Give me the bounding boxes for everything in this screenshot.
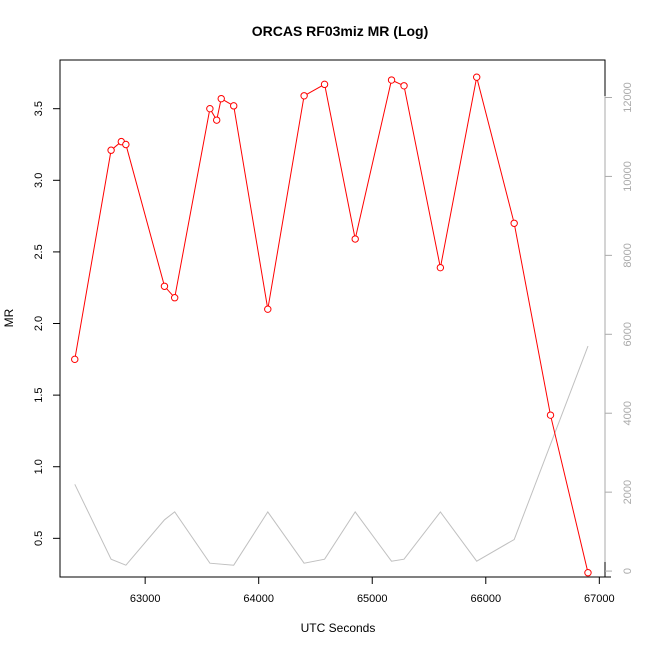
x-tick-label: 66000 — [470, 593, 501, 605]
y-axis: 0.5 1.0 1.5 2.0 2.5 3.0 3.5 — [33, 101, 61, 546]
mr-data-point — [300, 92, 308, 100]
mr-data-point — [230, 102, 238, 110]
x-axis-label: UTC Seconds — [301, 621, 376, 635]
mr-data-point — [217, 94, 225, 103]
right-y-tick-label: 10000 — [622, 161, 634, 192]
y-tick-label: 1.5 — [33, 387, 45, 402]
y-tick-label: 3.5 — [33, 101, 45, 116]
right-y-tick-label: 6000 — [622, 322, 634, 346]
x-tick-label: 65000 — [357, 593, 388, 605]
mr-series-line — [74, 77, 589, 573]
series-layer — [71, 73, 592, 577]
mr-data-point — [107, 146, 115, 154]
mr-data-point — [584, 569, 592, 577]
mr-data-point — [71, 355, 79, 364]
y-tick-label: 2.5 — [33, 244, 45, 259]
y-tick-label: 3.0 — [33, 173, 45, 188]
right-y-tick-label: 4000 — [622, 401, 634, 425]
mr-data-point — [510, 219, 518, 227]
y-tick-label: 1.0 — [33, 459, 45, 474]
mr-data-point — [320, 80, 329, 89]
mr-data-point — [264, 305, 272, 313]
right-y-tick-label: 2000 — [622, 480, 634, 504]
mr-data-point — [212, 116, 221, 124]
right-y-tick-label: 8000 — [622, 243, 634, 267]
mr-data-point — [400, 82, 408, 90]
y-axis-label: MR — [2, 308, 16, 327]
mr-data-point — [206, 104, 214, 113]
right-y-axis: 0 2000 4000 6000 8000 10000 12000 — [604, 82, 634, 574]
mr-data-point — [546, 411, 555, 419]
mr-data-point — [170, 294, 179, 302]
y-tick-label: 2.0 — [33, 316, 45, 331]
right-y-tick-label: 12000 — [622, 82, 634, 113]
x-tick-label: 63000 — [130, 593, 161, 605]
right-axis-series-line — [74, 345, 589, 566]
mr-data-point — [472, 73, 481, 81]
chart-title: ORCAS RF03miz MR (Log) — [252, 23, 429, 39]
plot-frame — [59, 59, 606, 578]
mr-data-point — [351, 235, 359, 243]
mr-data-point — [387, 76, 396, 84]
x-tick-label: 67000 — [584, 593, 615, 605]
x-tick-label: 64000 — [243, 593, 274, 605]
mr-data-point — [160, 282, 169, 290]
y-tick-label: 0.5 — [33, 531, 45, 546]
right-y-tick-label: 0 — [622, 568, 634, 574]
x-axis: 63000 64000 65000 66000 67000 — [130, 576, 615, 605]
mr-data-point — [122, 140, 130, 149]
mr-data-point — [436, 263, 445, 272]
